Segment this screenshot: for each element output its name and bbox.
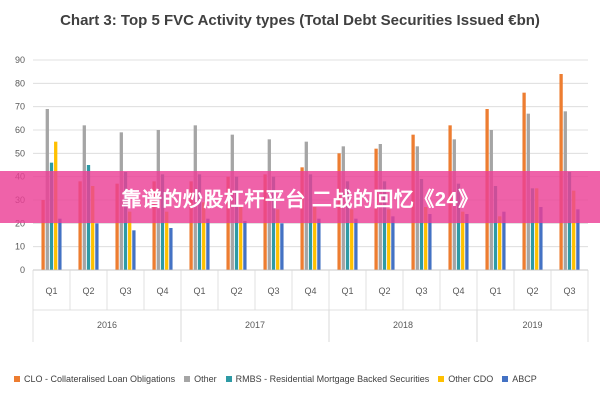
bar (539, 207, 543, 270)
bar (313, 207, 317, 270)
x-tick-label: Q1 (45, 286, 57, 296)
bar (91, 186, 95, 270)
y-tick-label: 50 (15, 148, 25, 158)
bar (391, 216, 395, 270)
legend-label: CLO - Collateralised Loan Obligations (24, 374, 176, 384)
bar (530, 188, 535, 270)
legend-item: CLO - Collateralised Loan Obligations (14, 374, 175, 384)
x-tick-label: Q2 (378, 286, 390, 296)
year-label: 2017 (245, 320, 265, 330)
overlay-banner: 靠谱的炒股杠杆平台 二战的回忆《24》 (0, 171, 600, 223)
bar (419, 179, 424, 270)
y-tick-label: 10 (15, 242, 25, 252)
x-tick-label: Q1 (489, 286, 501, 296)
x-tick-label: Q4 (452, 286, 464, 296)
legend-label: ABCP (512, 374, 537, 384)
bar (424, 207, 428, 270)
y-tick-label: 80 (15, 78, 25, 88)
bar (345, 181, 350, 270)
bar (461, 211, 465, 270)
legend-swatch (184, 376, 191, 382)
chart-legend: CLO - Collateralised Loan Obligations Oth… (14, 374, 594, 384)
legend-item: RMBS - Residential Mortgage Backed Secur… (225, 374, 430, 384)
legend-label: Other CDO (448, 374, 494, 384)
chart-title: Chart 3: Top 5 FVC Activity types (Total… (60, 12, 540, 29)
bar (58, 218, 62, 270)
bar (271, 176, 276, 270)
legend-item: Other CDO (438, 374, 493, 384)
bar (317, 218, 321, 270)
bar (280, 223, 284, 270)
y-tick-label: 0 (20, 265, 25, 275)
x-tick-label: Q1 (193, 286, 205, 296)
y-tick-label: 70 (15, 102, 25, 112)
bar (350, 209, 354, 270)
year-label: 2019 (522, 320, 542, 330)
x-tick-label: Q3 (267, 286, 279, 296)
bar (354, 218, 358, 270)
legend-label: RMBS - Residential Mortgage Backed Secur… (235, 374, 430, 384)
bar (428, 214, 432, 270)
x-tick-label: Q2 (526, 286, 538, 296)
legend-swatch (502, 376, 509, 382)
legend-label: Other (194, 374, 217, 384)
bar (502, 211, 506, 270)
bar (243, 221, 247, 270)
overlay-banner-text: 靠谱的炒股杠杆平台 二战的回忆《24》 (121, 188, 479, 211)
bar (493, 186, 498, 270)
legend-item: ABCP (502, 374, 537, 384)
x-tick-label: Q2 (82, 286, 94, 296)
bar (115, 183, 119, 270)
bar (387, 209, 391, 270)
bar (276, 209, 280, 270)
bar (189, 181, 193, 270)
bar (382, 181, 387, 270)
bar (152, 181, 156, 270)
x-tick-label: Q1 (341, 286, 353, 296)
bar (572, 190, 576, 270)
year-label: 2016 (97, 320, 117, 330)
legend-swatch (438, 376, 445, 382)
x-tick-label: Q3 (119, 286, 131, 296)
x-tick-label: Q4 (304, 286, 316, 296)
y-tick-label: 90 (15, 55, 25, 65)
bar (226, 176, 230, 270)
x-tick-label: Q3 (563, 286, 575, 296)
legend-swatch (225, 376, 232, 382)
x-tick-label: Q2 (230, 286, 242, 296)
bar (78, 181, 82, 270)
bar (576, 209, 580, 270)
y-tick-label: 60 (15, 125, 25, 135)
bar (169, 228, 173, 270)
bar (165, 211, 169, 270)
bar (95, 223, 99, 270)
legend-item: Other (184, 374, 217, 384)
year-label: 2018 (393, 320, 413, 330)
bar (535, 188, 539, 270)
bar (465, 214, 469, 270)
y-tick-label: 20 (15, 218, 25, 228)
bar (498, 216, 502, 270)
bar (202, 202, 206, 270)
bar (239, 207, 243, 270)
bar (206, 218, 210, 270)
bar (132, 230, 136, 270)
legend-swatch (14, 376, 20, 382)
bar (41, 200, 45, 270)
x-tick-label: Q3 (415, 286, 427, 296)
bar (234, 176, 239, 270)
bar (456, 183, 461, 270)
bar (128, 211, 132, 270)
x-tick-label: Q4 (156, 286, 168, 296)
